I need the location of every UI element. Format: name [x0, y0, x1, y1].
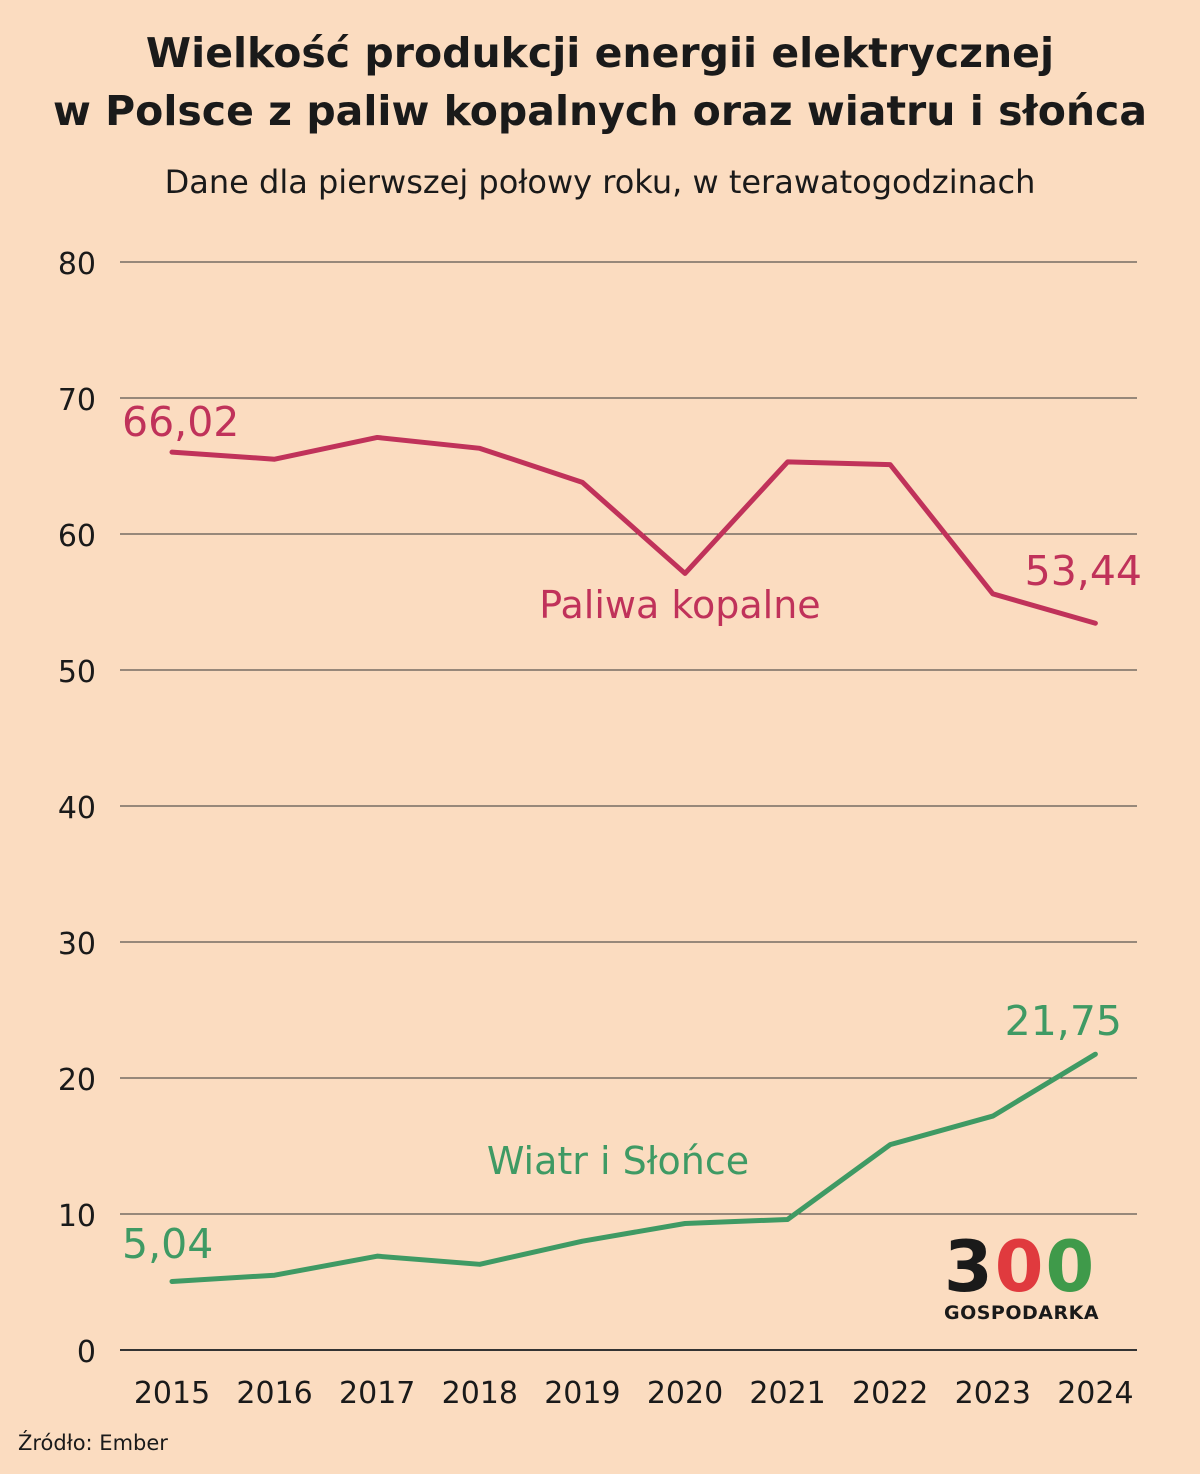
source-note: Źródło: Ember [18, 1431, 168, 1455]
x-tick-label: 2019 [544, 1376, 620, 1411]
y-tick-label: 30 [58, 927, 96, 962]
y-tick-label: 0 [77, 1335, 96, 1370]
data-label: 21,75 [1005, 997, 1122, 1045]
series-line-fossil [169, 434, 1098, 626]
x-tick-label: 2024 [1057, 1376, 1133, 1411]
x-tick-label: 2020 [647, 1376, 723, 1411]
y-tick-label: 80 [58, 247, 96, 282]
data-label: 66,02 [122, 398, 239, 446]
brand-logo: 3 0 0 GOSPODARKA [944, 1232, 1124, 1332]
logo-digits: 3 0 0 [944, 1232, 1124, 1302]
x-tick-label: 2018 [442, 1376, 518, 1411]
data-label: 53,44 [1025, 547, 1142, 595]
x-tick-label: 2016 [236, 1376, 312, 1411]
logo-digit-2: 0 [994, 1226, 1044, 1308]
y-tick-label: 50 [58, 655, 96, 690]
x-tick-label: 2022 [852, 1376, 928, 1411]
series-label: Wiatr i Słońce [487, 1139, 749, 1183]
y-tick-label: 60 [58, 519, 96, 554]
series-line-renewables [169, 1051, 1098, 1284]
chart-subtitle: Dane dla pierwszej połowy roku, w terawa… [164, 163, 1036, 201]
y-tick-label: 20 [58, 1063, 96, 1098]
x-tick-label: 2017 [339, 1376, 415, 1411]
y-tick-label: 70 [58, 383, 96, 418]
data-label: 5,04 [122, 1220, 213, 1268]
y-tick-label: 10 [58, 1199, 96, 1234]
x-tick-label: 2021 [749, 1376, 825, 1411]
y-tick-label: 40 [58, 791, 96, 826]
chart-title: Wielkość produkcji energii elektrycznej … [0, 24, 1200, 140]
logo-digit-3: 0 [1045, 1226, 1095, 1308]
logo-label: GOSPODARKA [944, 1302, 1100, 1324]
chart-title-line1: Wielkość produkcji energii elektrycznej [145, 29, 1055, 77]
series-label: Paliwa kopalne [539, 583, 820, 627]
x-tick-label: 2015 [134, 1376, 210, 1411]
x-tick-label: 2023 [955, 1376, 1031, 1411]
logo-digit-1: 3 [944, 1226, 993, 1308]
chart-title-line2: w Polsce z paliw kopalnych oraz wiatru i… [52, 87, 1148, 135]
